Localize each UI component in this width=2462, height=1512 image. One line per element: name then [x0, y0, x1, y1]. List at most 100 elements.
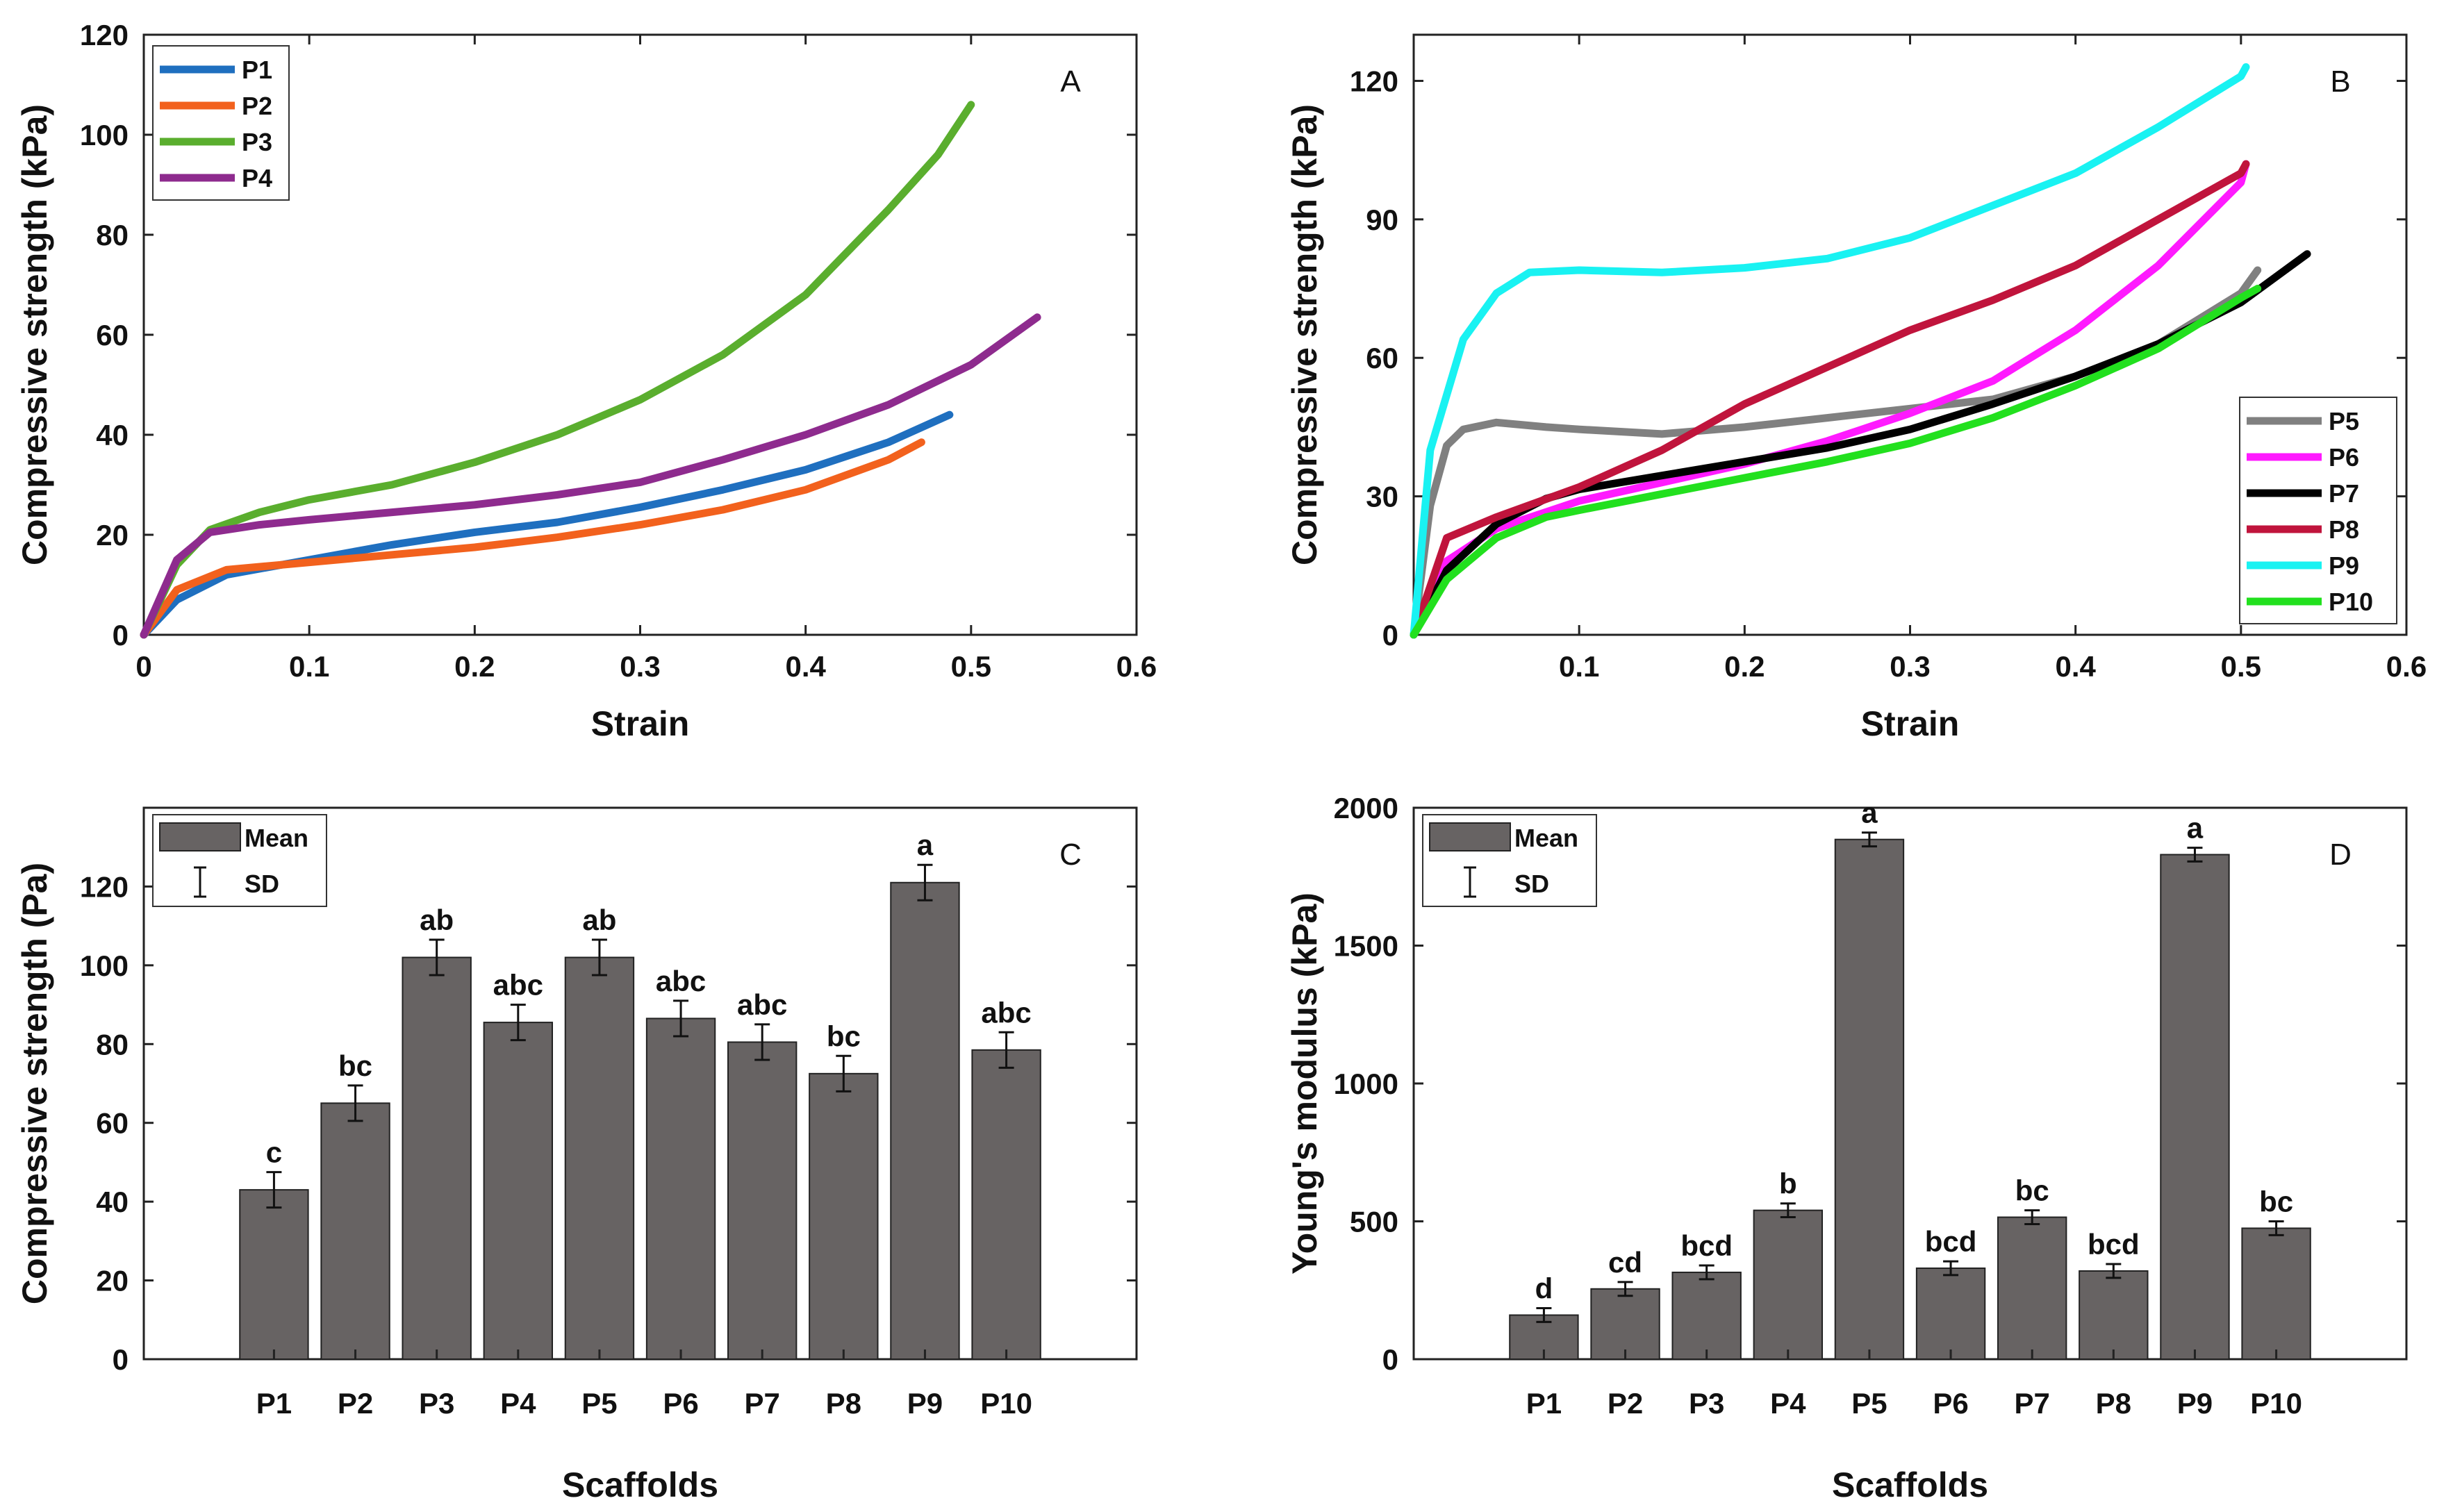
significance-label: abc [493, 969, 543, 1002]
legend-label: P9 [2329, 551, 2359, 580]
y-tick-label: 0 [1382, 1343, 1398, 1376]
significance-label: d [1535, 1272, 1553, 1305]
significance-label: c [266, 1136, 282, 1169]
y-tick-label: 100 [80, 119, 129, 151]
x-tick-label: 0.3 [620, 650, 660, 683]
x-tick-label: P1 [1526, 1387, 1562, 1420]
bar-p8 [2079, 1270, 2149, 1360]
x-tick-label: P10 [2250, 1387, 2302, 1420]
series-line-p2 [140, 438, 925, 639]
bar-p9 [2160, 854, 2230, 1360]
significance-label: a [2187, 812, 2204, 845]
plot-frame [142, 806, 1138, 1361]
x-tick-label: P8 [2096, 1387, 2131, 1420]
x-tick-label: 0.6 [1116, 650, 1157, 683]
significance-label: a [917, 829, 934, 861]
x-tick-label: P2 [1608, 1387, 1643, 1420]
significance-label: bcd [1680, 1229, 1733, 1262]
legend-label: P4 [242, 164, 272, 192]
series-line-p1 [140, 410, 954, 639]
legend-box [2239, 397, 2397, 624]
significance-label: abc [656, 965, 706, 997]
significance-label: abc [981, 996, 1031, 1029]
y-tick-label: 80 [96, 1028, 129, 1061]
series-line-p3 [140, 101, 975, 639]
y-tick-label: 60 [1366, 342, 1398, 374]
legend-label-sd: SD [245, 870, 279, 898]
bar-p3 [1671, 1271, 1742, 1360]
series-line-p5 [1410, 266, 2262, 639]
series-line-p9 [1410, 63, 2250, 639]
x-tick-label: 0.3 [1890, 650, 1930, 683]
y-tick-label: 60 [96, 1107, 129, 1140]
bar-p4 [483, 1022, 553, 1361]
y-tick-label: 500 [1350, 1206, 1398, 1238]
panel-c-bar-chart: 020406080100120cP1bcP2abP3abcP4abP5abcP6… [15, 806, 1138, 1504]
y-tick-label: 30 [1366, 481, 1398, 513]
x-tick-label: P1 [256, 1387, 292, 1420]
x-tick-label: P9 [2177, 1387, 2213, 1420]
y-tick-label: 0 [113, 1343, 129, 1376]
x-tick-label: 0.2 [454, 650, 495, 683]
x-tick-label: 0.1 [289, 650, 329, 683]
x-tick-label: 0.1 [1559, 650, 1599, 683]
significance-label: bcd [1925, 1225, 1977, 1258]
y-tick-label: 120 [80, 870, 129, 903]
x-tick-label: P5 [581, 1387, 617, 1420]
x-tick-label: P6 [663, 1387, 698, 1420]
x-tick-label: P8 [826, 1387, 861, 1420]
x-tick-label: P9 [907, 1387, 943, 1420]
x-tick-label: P2 [338, 1387, 373, 1420]
bar-p7 [727, 1041, 798, 1360]
bar-p2 [1590, 1288, 1660, 1361]
significance-label: cd [1608, 1246, 1642, 1279]
bar-p5 [564, 956, 635, 1360]
series-line-p4 [140, 313, 1041, 639]
y-axis-title: Young's modulus (kPa) [1285, 892, 1324, 1274]
x-tick-label: 0.2 [1724, 650, 1765, 683]
y-tick-label: 60 [96, 319, 129, 351]
x-tick-label: P3 [419, 1387, 454, 1420]
y-tick-label: 40 [96, 419, 129, 451]
bar-p5 [1834, 838, 1905, 1360]
significance-label: ab [420, 904, 454, 936]
x-tick-label: 0.4 [785, 650, 826, 683]
y-tick-label: 0 [113, 619, 129, 651]
x-tick-label: 0.5 [2221, 650, 2261, 683]
y-tick-label: 40 [96, 1186, 129, 1218]
significance-label: a [1861, 797, 1878, 829]
panel-b-line-chart: 0.1 0.2 0.3 0.4 0.5 0.6 0 30 60 90 120 Strain Compre… [1285, 33, 2427, 743]
y-tick-label: 90 [1366, 203, 1398, 236]
bar-p10 [2241, 1227, 2311, 1361]
series-line-p10 [1410, 285, 2262, 639]
y-tick-label: 100 [80, 949, 129, 982]
legend-label: P3 [242, 128, 272, 156]
x-axis-title: Scaffolds [562, 1465, 718, 1504]
significance-label: b [1779, 1168, 1797, 1200]
legend-swatch-mean [159, 822, 241, 851]
bar-p4 [1753, 1209, 1823, 1360]
bar-p3 [402, 956, 472, 1360]
panel-d-bar-chart: 0 500 1000 1500 2000 d P1 cd P2 bcd P3 b P4 a P5 bcd P6 b… [1285, 792, 2408, 1504]
x-tick-label: 0.4 [2055, 650, 2096, 683]
legend-label: P8 [2329, 515, 2359, 544]
panel-letter: B [2330, 65, 2350, 99]
bar-p8 [809, 1072, 879, 1360]
legend-label-mean: Mean [1514, 824, 1578, 852]
bar-p6 [645, 1017, 716, 1360]
y-tick-label: 0 [1382, 619, 1398, 651]
x-axis-title: Strain [1861, 704, 1960, 743]
y-tick-label: 2000 [1334, 792, 1398, 824]
series-line-p8 [1410, 160, 2250, 639]
x-tick-label: P7 [2015, 1387, 2050, 1420]
series-line-p7 [1410, 250, 2311, 639]
bar-p2 [320, 1102, 390, 1361]
x-tick-label: 0.5 [951, 650, 991, 683]
panel-a-line-chart: 0 0.1 0.2 0.3 0.4 0.5 0.6 0 20 40 60 80 100 120 Strain… [15, 19, 1157, 743]
bar-p6 [1915, 1267, 1986, 1360]
legend-label-mean: Mean [245, 824, 308, 852]
significance-label: bc [2015, 1174, 2049, 1207]
legend-label: P1 [242, 56, 272, 84]
significance-label: bc [2259, 1186, 2293, 1218]
